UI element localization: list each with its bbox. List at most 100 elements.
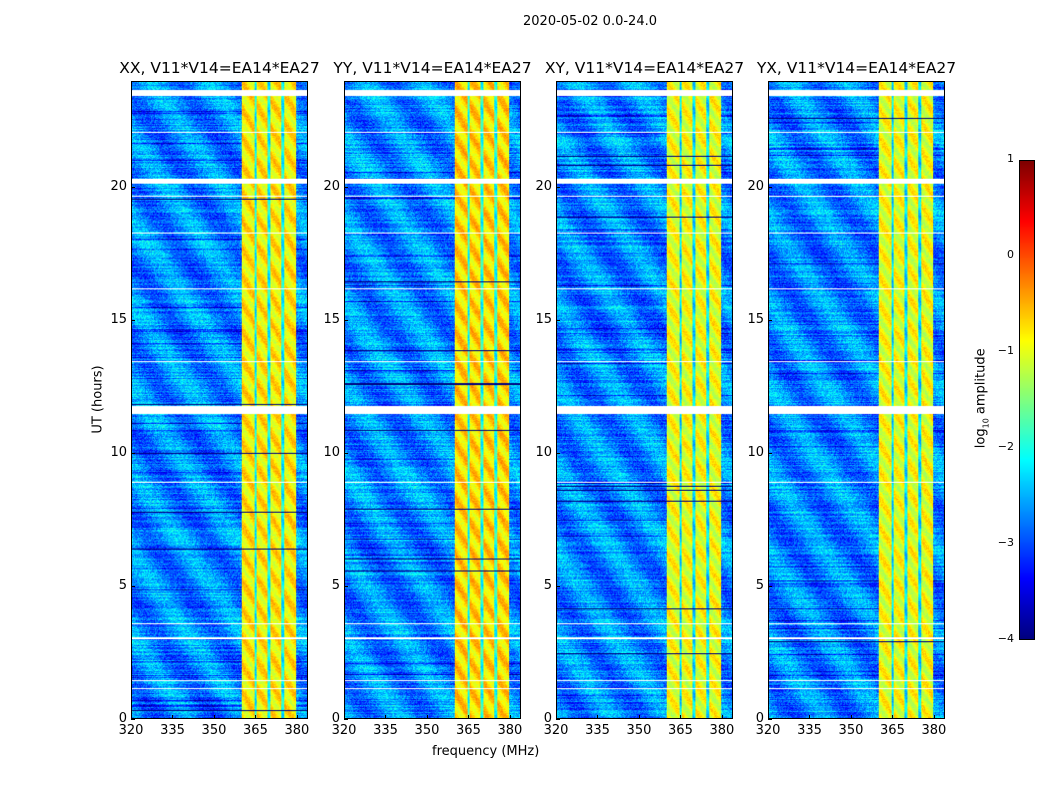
x-tick-label: 380: [497, 723, 523, 738]
y-tick-mark: [556, 187, 560, 189]
y-tick-label: 5: [331, 578, 340, 594]
x-tick-mark: [131, 715, 132, 719]
y-tick-mark: [556, 320, 560, 322]
x-tick-label: 320: [118, 723, 144, 738]
x-tick-mark: [597, 715, 599, 719]
y-tick-mark: [556, 719, 560, 720]
x-tick-mark: [850, 715, 852, 719]
spectrogram-image: [132, 82, 307, 718]
colorbar-label: log10 amplitude: [974, 338, 991, 458]
spectrogram-image: [557, 82, 732, 718]
x-tick-mark: [426, 715, 428, 719]
x-tick-label: 335: [585, 723, 610, 738]
y-tick-label: 10: [110, 445, 127, 461]
x-tick-label: 365: [456, 723, 481, 738]
spectrogram-panel: [344, 81, 521, 719]
x-tick-mark: [809, 715, 811, 719]
x-tick-label: 365: [668, 723, 693, 738]
y-tick-mark: [768, 187, 772, 189]
y-tick-label: 15: [535, 312, 552, 328]
y-tick-label: 0: [118, 711, 127, 726]
y-tick-mark: [556, 453, 560, 455]
colorbar-tick-label: −1: [997, 344, 1014, 357]
x-tick-label: 335: [373, 723, 398, 738]
x-tick-label: 335: [797, 723, 822, 738]
spectrogram-panel: [556, 81, 733, 719]
colorbar-tick-label: −3: [997, 536, 1014, 549]
x-tick-mark: [892, 715, 894, 719]
y-axis-label: UT (hours): [90, 365, 106, 434]
y-tick-mark: [131, 187, 135, 189]
panel-title: XY, V11*V14=EA14*EA27: [544, 59, 745, 77]
x-tick-mark: [638, 715, 640, 719]
colorbar-label-rest: amplitude: [973, 348, 989, 419]
y-tick-label: 0: [543, 711, 552, 726]
y-tick-label: 20: [747, 179, 764, 195]
colorbar-label-log: log: [973, 428, 989, 449]
colorbar: [1019, 160, 1035, 640]
y-tick-mark: [131, 453, 135, 455]
x-tick-label: 350: [201, 723, 227, 738]
y-tick-label: 0: [331, 711, 340, 726]
x-tick-mark: [172, 715, 174, 719]
y-tick-label: 5: [118, 578, 127, 594]
colorbar-gradient: [1020, 161, 1034, 639]
panel-title: YY, V11*V14=EA14*EA27: [333, 59, 532, 77]
x-tick-label: 380: [709, 723, 735, 738]
y-tick-label: 20: [535, 179, 552, 195]
x-tick-label: 380: [921, 723, 947, 738]
x-tick-label: 335: [160, 723, 185, 738]
x-tick-mark: [556, 715, 557, 719]
y-tick-mark: [768, 586, 772, 588]
y-tick-label: 15: [747, 312, 764, 328]
y-tick-mark: [344, 453, 348, 455]
y-tick-mark: [344, 320, 348, 322]
x-tick-label: 365: [243, 723, 268, 738]
x-tick-mark: [344, 715, 345, 719]
y-tick-label: 20: [323, 179, 340, 195]
y-tick-label: 0: [755, 711, 764, 726]
x-tick-label: 350: [414, 723, 440, 738]
spectrogram-panel: [131, 81, 308, 719]
y-tick-mark: [344, 187, 348, 189]
x-tick-label: 320: [543, 723, 569, 738]
colorbar-tick-label: 1: [1007, 152, 1014, 165]
y-tick-label: 15: [323, 312, 340, 328]
colorbar-tick-label: 0: [1007, 248, 1014, 261]
x-tick-mark: [933, 715, 935, 719]
x-tick-mark: [296, 715, 298, 719]
x-tick-mark: [509, 715, 511, 719]
y-tick-label: 10: [747, 445, 764, 461]
y-tick-mark: [344, 719, 348, 720]
y-tick-label: 10: [323, 445, 340, 461]
y-tick-label: 5: [755, 578, 764, 594]
colorbar-tick-label: −4: [997, 632, 1014, 645]
spectrogram-panel: [768, 81, 945, 719]
x-tick-mark: [768, 715, 769, 719]
x-tick-label: 380: [284, 723, 310, 738]
x-tick-mark: [721, 715, 723, 719]
x-tick-label: 350: [626, 723, 652, 738]
x-tick-label: 320: [755, 723, 781, 738]
colorbar-tick-label: −2: [997, 440, 1014, 453]
y-tick-label: 5: [543, 578, 552, 594]
y-tick-mark: [131, 586, 135, 588]
y-tick-mark: [768, 719, 772, 720]
y-tick-mark: [768, 320, 772, 322]
y-tick-mark: [768, 453, 772, 455]
y-tick-mark: [131, 320, 135, 322]
y-tick-mark: [131, 719, 135, 720]
x-tick-mark: [468, 715, 470, 719]
spectrogram-image: [769, 82, 944, 718]
x-tick-mark: [385, 715, 387, 719]
panel-title: YX, V11*V14=EA14*EA27: [756, 59, 957, 77]
figure-title: 2020-05-02 0.0-24.0: [523, 14, 657, 29]
x-axis-label: frequency (MHz): [432, 744, 540, 759]
x-tick-mark: [255, 715, 257, 719]
y-tick-mark: [344, 586, 348, 588]
y-tick-mark: [556, 586, 560, 588]
x-tick-label: 365: [880, 723, 905, 738]
x-tick-mark: [680, 715, 682, 719]
spectrogram-image: [345, 82, 520, 718]
x-tick-label: 320: [331, 723, 357, 738]
